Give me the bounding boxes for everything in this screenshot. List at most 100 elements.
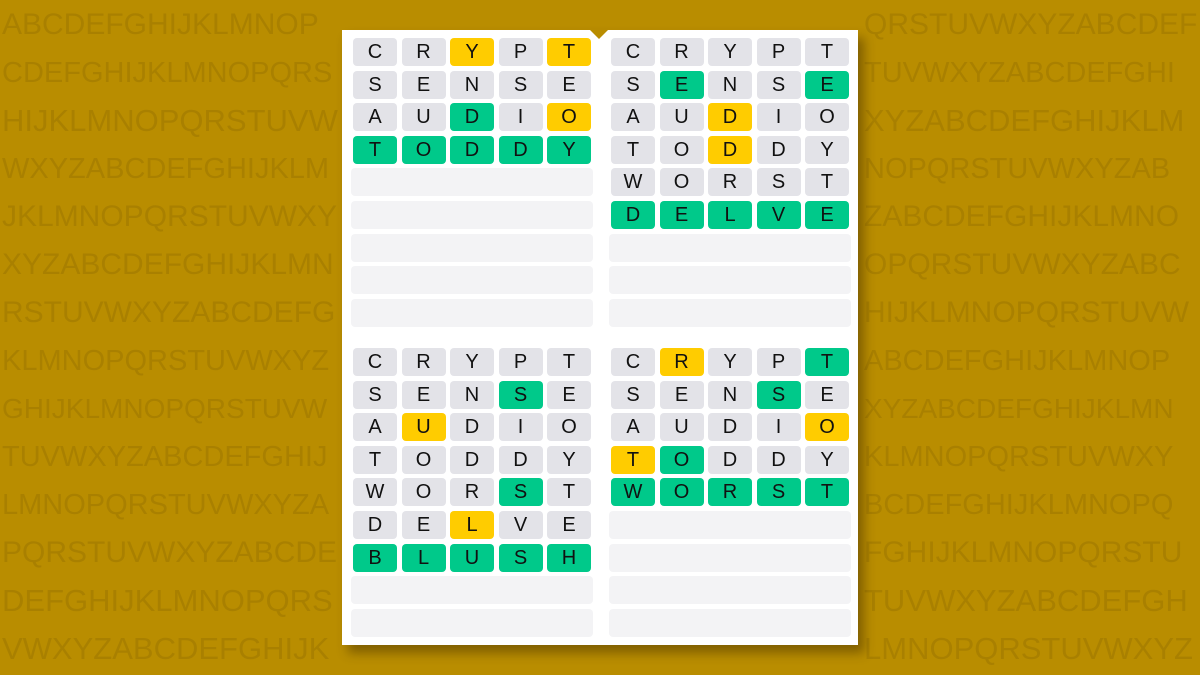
tile-correct: S	[498, 380, 543, 409]
background-letter-row: DEFGHIJKLMNOPQRS TUVWXYZABCDEFGH	[0, 579, 1200, 623]
background-letters-right: HIJKLMNOPQRSTUVW	[864, 296, 1190, 329]
tile-absent: Y	[450, 348, 494, 376]
tile-correct: O	[401, 135, 446, 164]
background-letters-left: CDEFGHIJKLMNOPQRS	[2, 57, 333, 89]
empty-row	[609, 543, 851, 572]
background-letters-left: XYZABCDEFGHIJKLMN	[2, 248, 334, 281]
tile-absent: D	[756, 135, 801, 164]
tile-absent: D	[756, 445, 801, 474]
tile-correct: H	[547, 543, 591, 572]
tile-absent: W	[353, 478, 397, 507]
background-letters-left: LMNOPQRSTUVWXYZA	[2, 489, 330, 521]
tile-absent: C	[611, 38, 655, 66]
tile-absent: A	[611, 413, 655, 442]
tile-correct: L	[708, 201, 752, 229]
tile-present: O	[805, 413, 849, 442]
tile-present: D	[708, 103, 752, 132]
tile-absent: R	[659, 38, 704, 66]
tile-absent: C	[353, 348, 397, 376]
background-letter-row: CDEFGHIJKLMNOPQRS TUVWXYZABCDEFGHI	[0, 51, 1200, 95]
tile-absent: U	[401, 103, 446, 132]
background-letter-row: ABCDEFGHIJKLMNOP QRSTUVWXYZABCDEF	[0, 3, 1200, 47]
tile-absent: Y	[708, 38, 752, 66]
tile-absent: P	[498, 348, 543, 376]
tile-correct: D	[498, 135, 543, 164]
tile-absent: T	[805, 168, 849, 197]
background-letters-right: LMNOPQRSTUVWXYZ	[864, 631, 1193, 666]
background-letter-row: KLMNOPQRSTUVWXYZ ABCDEFGHIJKLMNOP	[0, 339, 1200, 383]
background-letters-left: WXYZABCDEFGHIJKLM	[2, 153, 330, 185]
tile-absent: T	[611, 135, 655, 164]
tile-present: T	[547, 38, 591, 66]
background-letters-left: KLMNOPQRSTUVWXYZ	[2, 345, 330, 377]
tile-correct: E	[659, 201, 704, 229]
tile-correct: S	[498, 543, 543, 572]
tile-correct: Y	[547, 135, 591, 164]
tile-absent: Y	[805, 445, 849, 474]
tile-correct: O	[659, 478, 704, 507]
tile-correct: S	[756, 478, 801, 507]
empty-row	[609, 608, 851, 637]
tile-absent: E	[547, 380, 591, 409]
tile-present: U	[401, 413, 446, 442]
tile-absent: E	[401, 380, 446, 409]
background-letters-left: JKLMNOPQRSTUVWXY	[2, 200, 338, 233]
background-letter-row: JKLMNOPQRSTUVWXY ZABCDEFGHIJKLMNO	[0, 195, 1200, 239]
tile-absent: N	[708, 70, 752, 99]
background-letters-right: KLMNOPQRSTUVWXY	[864, 441, 1174, 473]
tile-absent: Y	[547, 445, 591, 474]
tile-absent: I	[756, 413, 801, 442]
tile-absent: R	[450, 478, 494, 507]
tile-absent: I	[498, 413, 543, 442]
tile-absent: O	[401, 445, 446, 474]
tile-absent: O	[547, 413, 591, 442]
empty-row	[609, 576, 851, 605]
tile-correct: O	[659, 445, 704, 474]
empty-row	[351, 298, 593, 327]
tile-correct: E	[805, 70, 849, 99]
tile-absent: E	[659, 380, 704, 409]
tile-absent: S	[756, 70, 801, 99]
tile-correct: B	[353, 543, 397, 572]
empty-row	[351, 233, 593, 262]
tile-correct: D	[450, 135, 494, 164]
tile-present: D	[708, 135, 752, 164]
tile-absent: P	[756, 348, 801, 376]
empty-row	[609, 233, 851, 262]
background-letters-right: QRSTUVWXYZABCDEF	[864, 8, 1198, 41]
tile-absent: Y	[708, 348, 752, 376]
empty-row	[351, 201, 593, 229]
background-letters-left: PQRSTUVWXYZABCDE	[2, 536, 338, 569]
tile-absent: D	[498, 445, 543, 474]
tile-correct: S	[498, 478, 543, 507]
tile-absent: E	[401, 70, 446, 99]
tile-correct: W	[611, 478, 655, 507]
tile-absent: T	[805, 38, 849, 66]
tile-absent: T	[547, 348, 591, 376]
background-letters-right: OPQRSTUVWXYZABC	[864, 248, 1181, 281]
tile-absent: O	[805, 103, 849, 132]
tile-absent: R	[401, 348, 446, 376]
tile-absent: E	[547, 70, 591, 99]
background-letters-right: NOPQRSTUVWXYZAB	[864, 153, 1171, 185]
tile-correct: V	[756, 201, 801, 229]
tile-absent: E	[401, 511, 446, 539]
tile-correct: E	[805, 201, 849, 229]
tile-correct: T	[805, 348, 849, 376]
tile-absent: T	[353, 445, 397, 474]
background-letter-row: WXYZABCDEFGHIJKLM NOPQRSTUVWXYZAB	[0, 147, 1200, 191]
tile-absent: T	[547, 478, 591, 507]
